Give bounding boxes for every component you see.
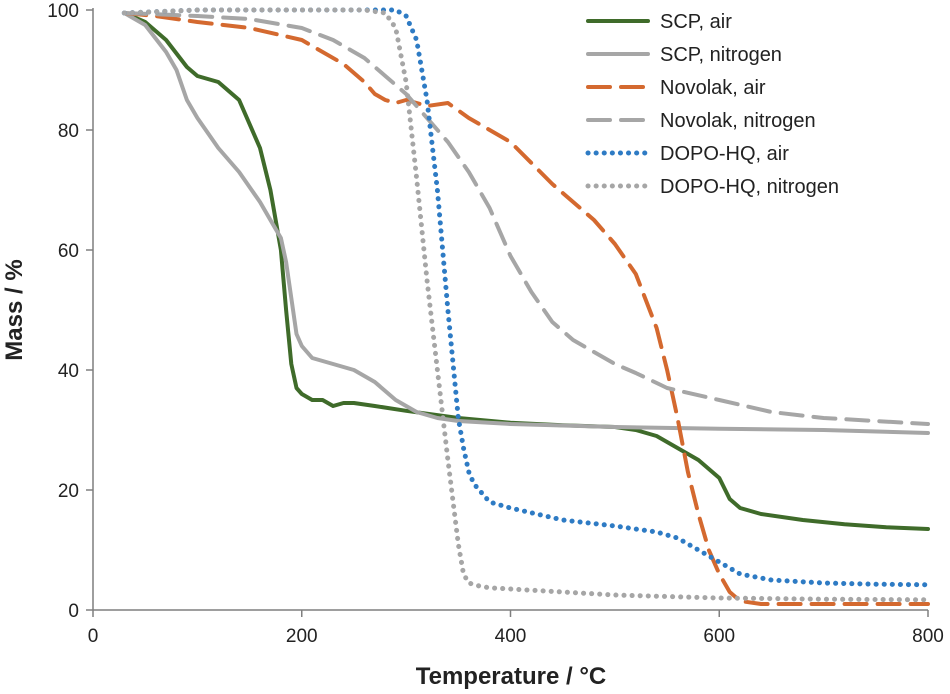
series-line-scp-nitrogen bbox=[122, 11, 930, 435]
legend-label: DOPO-HQ, air bbox=[660, 143, 789, 165]
y-tick-label: 40 bbox=[58, 361, 79, 382]
x-tick-label: 400 bbox=[495, 626, 527, 647]
y-tick-label: 60 bbox=[58, 241, 79, 262]
y-tick-label: 100 bbox=[47, 1, 79, 22]
legend-label: SCP, nitrogen bbox=[660, 44, 782, 66]
y-axis-title: Mass / % bbox=[1, 259, 28, 360]
series-layer bbox=[121, 7, 931, 606]
y-tick-label: 20 bbox=[58, 481, 79, 502]
legend-label: Novolak, air bbox=[660, 77, 766, 99]
series-line-novolak-nitrogen bbox=[122, 11, 930, 426]
x-tick-label: 800 bbox=[912, 626, 944, 647]
legend: SCP, air SCP, nitrogen Novolak, air Novolak… bbox=[585, 11, 839, 198]
x-axis-title: Temperature / °C bbox=[416, 663, 607, 690]
y-tick-label: 80 bbox=[58, 121, 79, 142]
series-line-novolak-air bbox=[122, 11, 930, 606]
legend-label: Novolak, nitrogen bbox=[660, 110, 816, 132]
series-line-dopo-hq-air bbox=[121, 7, 931, 588]
ticks-layer: 0 200 400 600 800 0 20 40 60 80 100 bbox=[47, 1, 944, 647]
legend-label: SCP, air bbox=[660, 11, 732, 33]
y-tick-label: 0 bbox=[68, 601, 79, 622]
legend-label: DOPO-HQ, nitrogen bbox=[660, 176, 839, 198]
series-line-scp-air bbox=[122, 11, 930, 531]
x-tick-label: 0 bbox=[88, 626, 99, 647]
x-tick-label: 200 bbox=[286, 626, 318, 647]
x-tick-label: 600 bbox=[703, 626, 735, 647]
